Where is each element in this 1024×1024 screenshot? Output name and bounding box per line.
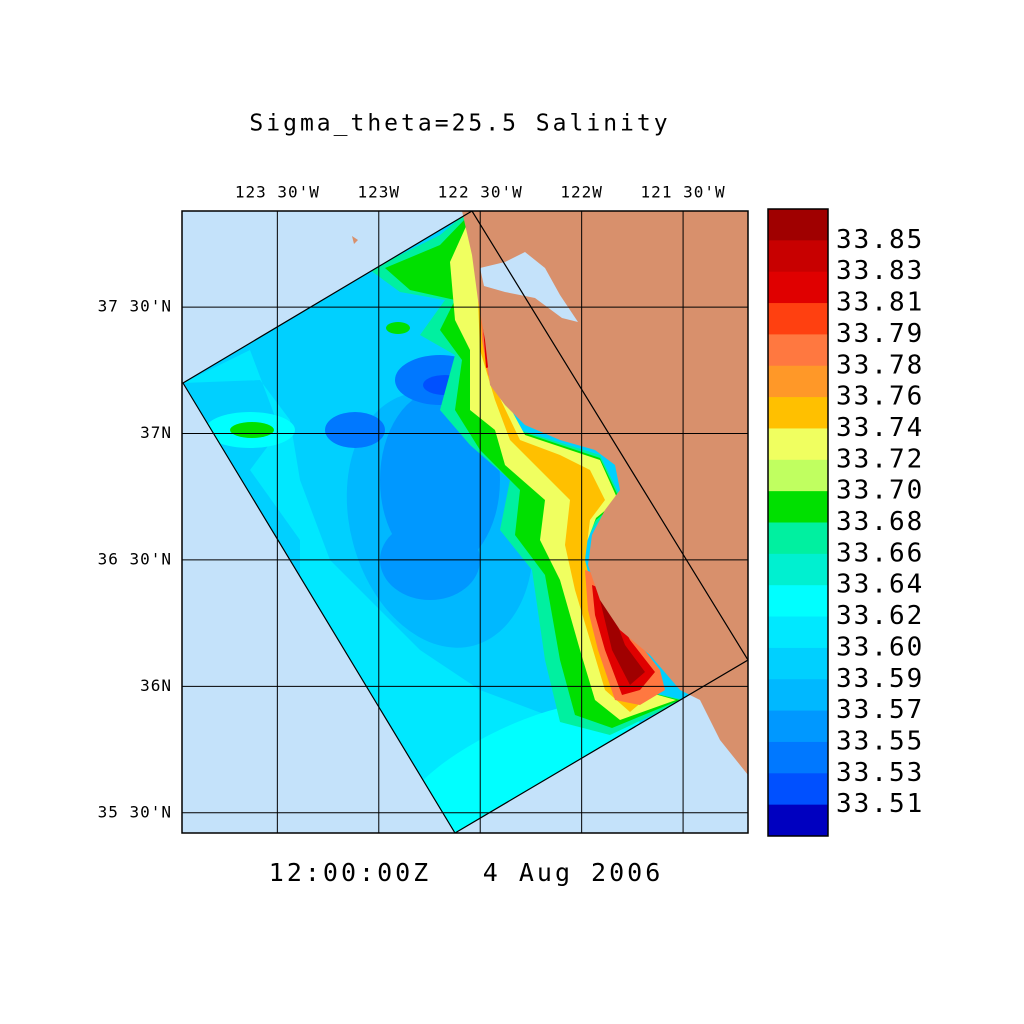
colorbar-band (768, 209, 828, 241)
date-label: 4 Aug 2006 (483, 858, 664, 887)
colorbar-label: 33.74 (836, 413, 924, 443)
salinity-contour (386, 322, 410, 334)
colorbar-band (768, 647, 828, 680)
colorbar-band (768, 522, 828, 555)
colorbar-band (768, 679, 828, 712)
lat-tick-label: 37N (140, 423, 172, 442)
lon-tick-label: 122W (560, 183, 603, 202)
colorbar-band (768, 397, 828, 429)
colorbar-label: 33.57 (836, 695, 924, 725)
colorbar-label: 33.66 (836, 538, 924, 568)
colorbar-band (768, 773, 828, 806)
colorbar-band (768, 585, 828, 618)
colorbar-label: 33.72 (836, 444, 924, 474)
lat-tick-label: 36 30'N (98, 549, 172, 568)
colorbar-label: 33.51 (836, 789, 924, 819)
map-frame (181, 210, 749, 834)
colorbar-band (768, 240, 828, 273)
colorbar-label: 33.78 (836, 350, 924, 380)
colorbar-band (768, 271, 828, 304)
salinity-contour (325, 412, 385, 448)
colorbar-band (768, 334, 828, 367)
colorbar: 33.8533.8333.8133.7933.7833.7633.7433.72… (767, 208, 924, 837)
lat-tick-label: 35 30'N (98, 802, 172, 821)
colorbar-band (768, 428, 828, 461)
colorbar-label: 33.76 (836, 382, 924, 412)
salinity-contour (230, 422, 274, 438)
colorbar-band (768, 459, 828, 492)
colorbar-label: 33.53 (836, 758, 924, 788)
colorbar-band (768, 491, 828, 523)
colorbar-band (768, 616, 828, 649)
colorbar-label: 33.55 (836, 726, 924, 756)
salinity-contour (400, 701, 640, 833)
lat-tick-label: 37 30'N (98, 297, 172, 316)
colorbar-label: 33.59 (836, 664, 924, 694)
time-label: 12:00:00Z (269, 858, 431, 887)
colorbar-band (768, 365, 828, 398)
colorbar-label: 33.60 (836, 632, 924, 662)
colorbar-label: 33.64 (836, 570, 924, 600)
domain-outline (182, 211, 748, 833)
colorbar-label: 33.68 (836, 507, 924, 537)
colorbar-label: 33.83 (836, 256, 924, 286)
salinity-contour (183, 350, 640, 833)
map-area (182, 211, 748, 833)
colorbar-label: 33.85 (836, 225, 924, 255)
colorbar-band (768, 553, 828, 586)
colorbar-band (768, 741, 828, 774)
colorbar-label: 33.62 (836, 601, 924, 631)
bay (480, 252, 578, 322)
lon-tick-label: 122 30'W (438, 183, 523, 202)
colorbar-band (768, 710, 828, 743)
colorbar-label: 33.70 (836, 476, 924, 506)
title: Sigma_theta=25.5 Salinity (249, 111, 670, 137)
lat-tick-label: 36N (140, 676, 172, 695)
land (352, 211, 748, 775)
colorbar-label: 33.79 (836, 319, 924, 349)
colorbar-band (768, 303, 828, 335)
colorbar-band (768, 804, 828, 837)
lon-tick-label: 121 30'W (641, 183, 726, 202)
salinity-contour (600, 600, 645, 685)
lon-tick-label: 123 30'W (235, 183, 320, 202)
colorbar-frame (767, 208, 829, 837)
lon-tick-label: 123W (358, 183, 401, 202)
colorbar-label: 33.81 (836, 288, 924, 318)
